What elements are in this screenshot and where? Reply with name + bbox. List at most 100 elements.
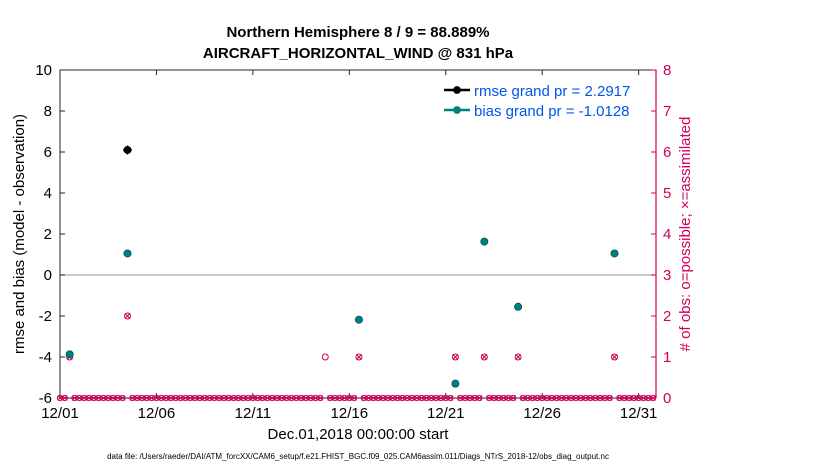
obs-assimilated-marker — [563, 395, 570, 401]
obs-assimilated-marker — [443, 395, 449, 401]
obs-assimilated-marker — [471, 395, 478, 401]
legend-marker-bias — [453, 106, 461, 114]
obs-assimilated-marker — [529, 395, 536, 401]
obs-assimilated-marker — [124, 313, 131, 319]
legend-label-bias: bias grand pr = -1.0128 — [474, 103, 630, 120]
legend-marker-rmse — [453, 86, 461, 94]
obs-assimilated-marker — [375, 395, 382, 401]
obs-assimilated-marker — [602, 395, 608, 401]
obs-assimilated-marker — [250, 395, 256, 401]
x-tick-label: 12/16 — [331, 405, 369, 422]
obs-possible-marker — [61, 394, 68, 402]
obs-assimilated-marker — [631, 395, 637, 401]
bias-series — [65, 237, 619, 388]
y-tick-label-left: 4 — [44, 185, 52, 202]
left-y-axis: -6 -4 -2 0 2 4 6 8 10 — [35, 62, 65, 407]
obs-assimilated-marker — [558, 395, 565, 401]
obs-assimilated-marker — [230, 395, 237, 401]
obs-assimilated-marker — [177, 395, 184, 401]
obs-possible-marker — [124, 312, 132, 320]
obs-assimilated-marker — [520, 395, 526, 401]
obs-assimilated-marker — [57, 395, 63, 401]
y-tick-label-left: -4 — [39, 349, 52, 366]
obs-assimilated-marker — [606, 395, 613, 401]
obs-assimilated-marker — [351, 395, 357, 401]
obs-possible-marker — [317, 394, 324, 402]
obs-assimilated-marker — [597, 395, 603, 401]
obs-assimilated-marker — [452, 354, 459, 360]
x-axis-label: Dec.01,2018 00:00:00 start — [267, 426, 449, 443]
obs-assimilated-marker — [433, 395, 439, 401]
bias-point — [354, 315, 363, 324]
obs-assimilated-marker — [168, 395, 174, 401]
obs-assimilated-marker — [279, 395, 285, 401]
obs-assimilated-marker — [264, 395, 271, 401]
chart-subtitle: AIRCRAFT_HORIZONTAL_WIND @ 831 hPa — [202, 45, 514, 62]
obs-assimilated-marker — [404, 395, 410, 401]
bias-point — [514, 302, 523, 311]
y-tick-label-right: 8 — [663, 62, 671, 79]
y-tick-label-right: 7 — [663, 103, 671, 120]
obs-assimilated-marker — [187, 395, 193, 401]
obs-assimilated-marker — [582, 395, 589, 401]
obs-assimilated-marker — [616, 395, 623, 401]
obs-assimilated-marker — [539, 395, 545, 401]
obs-assimilated-marker — [534, 395, 541, 401]
obs-assimilated-marker — [163, 395, 169, 401]
obs-assimilated-marker — [148, 395, 155, 401]
bias-point — [451, 379, 460, 388]
obs-assimilated-marker — [95, 395, 102, 401]
obs-assimilated-marker — [254, 395, 261, 401]
obs-assimilated-marker — [549, 395, 555, 401]
axes-box — [59, 69, 657, 399]
y-tick-label-left: 10 — [35, 62, 52, 79]
right-y-axis: 0 1 2 3 4 5 6 7 8 — [651, 62, 671, 407]
obs-assimilated-marker — [293, 395, 300, 401]
obs-assimilated-marker — [76, 395, 83, 401]
obs-assimilated-marker — [303, 395, 309, 401]
obs-assimilated-marker — [467, 395, 473, 401]
obs-assimilated-marker — [197, 395, 203, 401]
x-axis: 12/01 12/06 12/11 12/16 12/21 12/26 12/31 — [41, 70, 657, 422]
obs-assimilated-marker — [370, 395, 377, 401]
obs-assimilated-marker — [105, 395, 111, 401]
obs-assimilated-marker — [235, 395, 242, 401]
obs-assimilated-marker — [524, 395, 531, 401]
obs-assimilated-marker — [486, 395, 492, 401]
obs-assimilated-marker — [110, 395, 116, 401]
obs-assimilated-marker — [245, 395, 251, 401]
obs-possible-marker — [606, 394, 613, 402]
obs-assimilated-marker — [134, 395, 140, 401]
bias-point — [610, 249, 619, 258]
rmse-series — [123, 145, 133, 155]
obs-assimilated-marker — [71, 395, 78, 401]
obs-assimilated-marker — [158, 395, 165, 401]
obs-assimilated-marker — [274, 395, 280, 401]
obs-assimilated-marker — [496, 395, 502, 401]
obs-assimilated-marker — [355, 354, 362, 360]
obs-assimilated-marker — [216, 395, 222, 401]
obs-assimilated-marker — [288, 395, 295, 401]
y-tick-label-left: 6 — [44, 144, 52, 161]
chart-title: Northern Hemisphere 8 / 9 = 88.889% — [226, 24, 490, 41]
y-tick-label-left: 8 — [44, 103, 52, 120]
obs-assimilated-marker — [269, 395, 275, 401]
obs-assimilated-marker — [587, 395, 594, 401]
obs-assimilated-marker — [385, 395, 391, 401]
obs-assimilated-marker — [640, 395, 647, 401]
obs-assimilated-marker — [62, 395, 68, 401]
obs-possible-marker — [476, 394, 483, 402]
obs-assimilated-marker — [172, 395, 179, 401]
x-tick-label: 12/11 — [235, 405, 271, 422]
obs-assimilated-marker — [505, 395, 512, 401]
obs-assimilated-marker — [283, 395, 290, 401]
y-tick-label-left: 2 — [44, 226, 52, 243]
x-tick-label: 12/21 — [427, 405, 465, 422]
obs-assimilated-marker — [226, 395, 232, 401]
obs-assimilated-marker — [418, 395, 425, 401]
obs-assimilated-marker — [139, 395, 145, 401]
obs-assimilated-marker — [201, 395, 208, 401]
obs-assimilated-marker — [409, 395, 415, 401]
obs-assimilated-marker — [399, 395, 406, 401]
x-tick-label: 12/01 — [41, 405, 79, 422]
